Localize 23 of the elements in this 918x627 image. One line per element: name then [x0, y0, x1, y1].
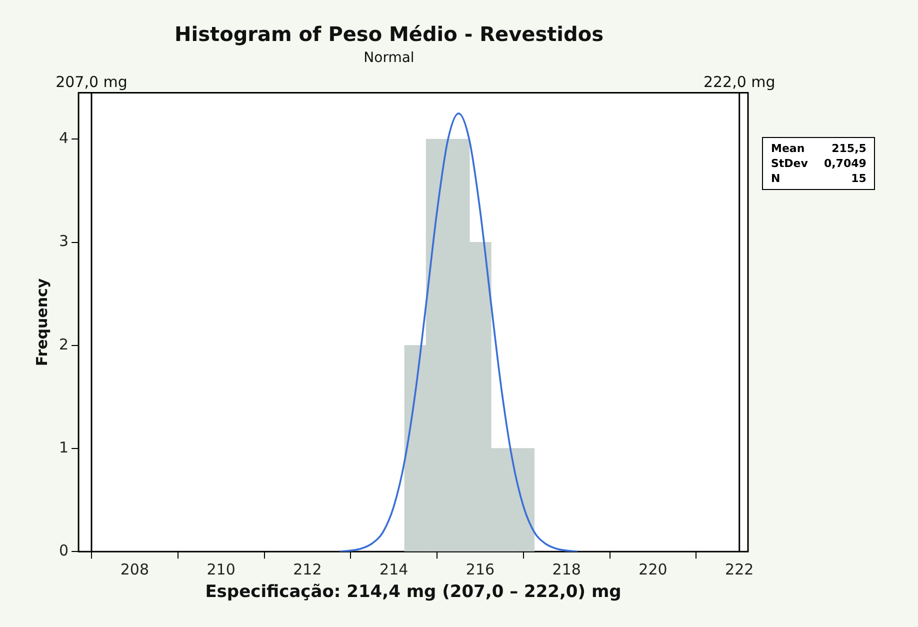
chart-title: Histogram of Peso Médio - Revestidos [174, 22, 604, 46]
x-tick-label: 212 [293, 560, 322, 578]
x-tick-label: 208 [120, 560, 150, 578]
x-tick-label: 222 [725, 560, 754, 578]
line-series [338, 112, 578, 552]
chart-subtitle: Normal [364, 50, 414, 66]
x-tick-label: 218 [552, 560, 581, 578]
x-tick-label: 214 [380, 560, 408, 578]
y-axis-title: Frequency [32, 278, 51, 366]
x-tick-label: 210 [206, 560, 236, 578]
text: Mean 215,5 [771, 142, 866, 155]
text: N 15 [771, 172, 866, 185]
y-tick-label: 1 [58, 438, 69, 456]
text: StDev 0,7049 [771, 157, 866, 170]
y-tick-label: 0 [58, 541, 69, 560]
x-tick-label: 216 [466, 560, 495, 578]
y-tick-label: 3 [58, 232, 69, 250]
ref-line-label: 222,0 mg [703, 73, 776, 92]
x-tick-label: 220 [638, 560, 668, 578]
y-tick-label: 2 [58, 335, 69, 354]
x-axis-title: Especificação: 214,4 mg (207,0 – 222,0) mg [205, 582, 622, 602]
ref-line-label: 207,0 mg [56, 73, 128, 92]
y-tick-label: 4 [58, 129, 69, 148]
